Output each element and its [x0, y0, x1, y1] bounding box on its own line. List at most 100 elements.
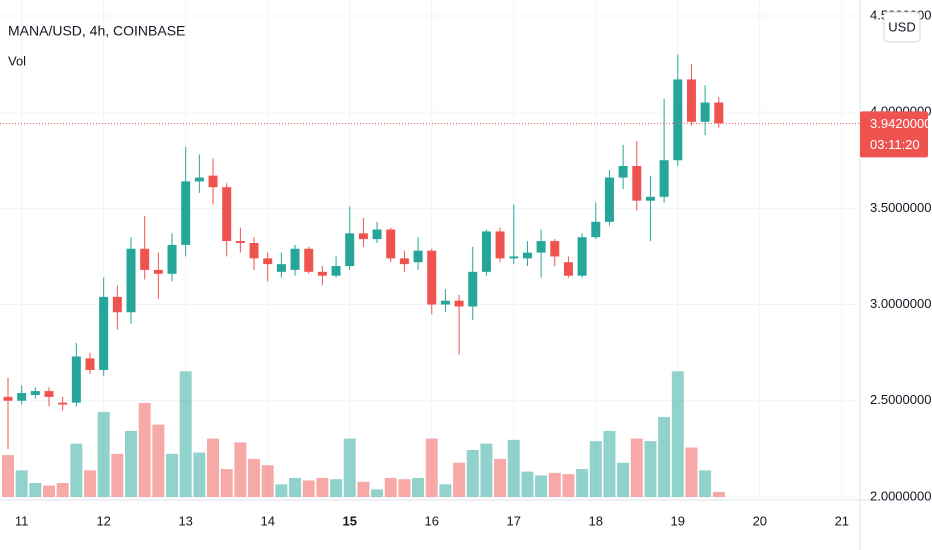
candle-body: [632, 166, 642, 201]
candle-body: [700, 102, 710, 122]
volume-bar: [494, 458, 507, 497]
volume-bar: [330, 479, 343, 497]
candle-body: [17, 393, 27, 401]
volume-bar: [289, 477, 302, 497]
candle-body: [140, 248, 150, 270]
volume-label: Vol: [8, 53, 26, 68]
volume-bar: [644, 441, 657, 497]
volume-bar: [193, 452, 206, 497]
volume-bar: [97, 411, 110, 497]
y-tick-label: 2.50000000: [870, 392, 932, 407]
volume-bar: [398, 479, 411, 497]
volume-bar: [685, 447, 698, 497]
candle-body: [536, 241, 546, 253]
x-tick-label: 21: [835, 513, 849, 528]
volume-bar: [316, 477, 329, 497]
candles: [3, 54, 724, 449]
candle-body: [440, 300, 450, 305]
candle-body: [153, 269, 163, 274]
last-price-label: 3.94200000: [870, 116, 932, 131]
candle-body: [714, 102, 724, 124]
volume-bar: [43, 485, 56, 497]
candle-body: [645, 196, 655, 201]
candle-body: [345, 233, 355, 267]
volume-bar: [357, 481, 370, 497]
x-tick-label: 19: [671, 513, 685, 528]
volume-bar: [603, 430, 616, 497]
x-tick-label: 11: [15, 513, 29, 528]
currency-button-label[interactable]: USD: [888, 19, 915, 34]
candle-body: [235, 241, 245, 243]
candle-body: [454, 300, 464, 307]
candle-body: [331, 266, 341, 276]
volume-bar: [138, 403, 151, 497]
volume-bar: [111, 453, 124, 497]
volume-bar: [84, 470, 97, 497]
candle-body: [71, 356, 81, 403]
volume-bar: [275, 484, 288, 497]
volume-bar: [125, 430, 138, 497]
volume-bar: [412, 477, 425, 497]
volume-bar: [466, 450, 479, 497]
candle-body: [317, 271, 327, 276]
x-tick-label: 16: [425, 513, 439, 528]
y-tick-label: 3.00000000: [870, 296, 932, 311]
candle-body: [194, 177, 204, 182]
candle-body: [563, 262, 573, 276]
volume-bar: [343, 438, 356, 497]
volume-bar: [384, 477, 397, 497]
candle-body: [208, 175, 218, 188]
x-tick-label: 13: [178, 513, 192, 528]
x-tick-label: 18: [589, 513, 603, 528]
volume-bar: [480, 443, 493, 497]
candle-body: [673, 79, 683, 161]
candle-body: [290, 248, 300, 270]
y-tick-label: 3.50000000: [870, 200, 932, 215]
candle-body: [358, 233, 368, 240]
candle-body: [399, 258, 409, 265]
y-tick-label: 2.00000000: [870, 488, 932, 503]
candle-body: [509, 256, 519, 259]
candle-body: [263, 258, 273, 265]
volume-bar: [302, 480, 315, 497]
volume-bar: [1, 455, 14, 497]
volume-bar: [589, 441, 602, 497]
volume-bar: [371, 489, 384, 497]
candle-body: [3, 396, 13, 401]
candle-body: [249, 242, 259, 259]
volume-pane: [1, 371, 725, 497]
candle-body: [427, 250, 437, 305]
candle-body: [386, 229, 396, 259]
x-tick-label: 12: [96, 513, 110, 528]
candle-body: [99, 296, 109, 370]
volume-bar: [207, 438, 220, 497]
volume-bar: [507, 439, 520, 497]
candle-body: [577, 237, 587, 276]
candle-body: [413, 250, 423, 263]
volume-bar: [234, 442, 247, 497]
candle-body: [522, 252, 532, 259]
volume-bar: [535, 475, 548, 497]
axes: 2.00000000 2.50000000 3.00000000 3.50000000…: [0, 7, 932, 528]
countdown: 03:11:20: [870, 137, 920, 152]
candle-body: [495, 231, 505, 259]
volume-bar: [15, 470, 28, 497]
volume-bar: [521, 471, 534, 497]
volume-bar: [179, 371, 192, 497]
volume-bar: [548, 472, 561, 497]
candle-body: [659, 160, 669, 197]
candle-body: [58, 402, 68, 405]
volume-bar: [425, 438, 438, 497]
candle-body: [30, 391, 40, 395]
volume-bar: [712, 491, 725, 497]
candle-body: [604, 177, 614, 222]
volume-bar: [152, 424, 165, 497]
candle-body: [304, 248, 314, 272]
candle-body: [276, 264, 286, 272]
volume-bar: [453, 462, 466, 497]
currency-button[interactable]: [883, 11, 921, 43]
volume-bar: [56, 483, 69, 497]
volume-bar: [220, 469, 233, 497]
candle-body: [618, 166, 628, 178]
